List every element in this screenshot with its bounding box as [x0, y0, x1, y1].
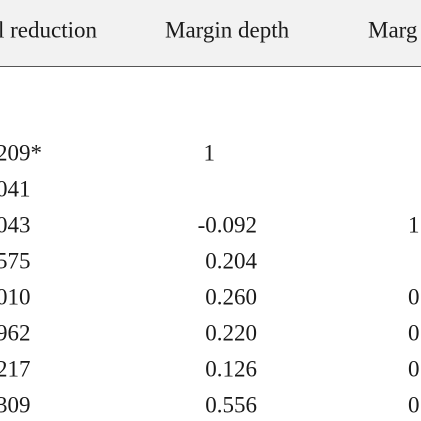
table-cell: 1	[204, 140, 216, 165]
table-cell: 217	[0, 356, 31, 381]
header-cell: Margin depth	[165, 17, 290, 42]
header-cell: l reduction	[0, 17, 97, 42]
table-cell: 209*	[0, 140, 42, 165]
table-cell: 0.556	[205, 392, 257, 417]
table-cell: 575	[0, 248, 31, 273]
table-cell: 0	[408, 356, 420, 381]
header-background	[0, 0, 421, 66]
table-cell: 0	[408, 284, 420, 309]
header-cell: Marg	[368, 17, 418, 42]
table-cell: 0.126	[205, 356, 257, 381]
table-cell: 041	[0, 176, 31, 201]
table-cell: 309	[0, 392, 31, 417]
table-cell: 043	[0, 212, 31, 237]
table-cell: 962	[0, 320, 31, 345]
table-cell: 010	[0, 284, 31, 309]
table-cell: -0.092	[198, 212, 257, 237]
table-cell: 0	[408, 392, 420, 417]
table-cell: 0.260	[205, 284, 257, 309]
table-cell: 0.204	[205, 248, 257, 273]
table-cell: 0.220	[205, 320, 257, 345]
table-cell: 0	[408, 320, 420, 345]
table-cell: 1	[408, 212, 420, 237]
